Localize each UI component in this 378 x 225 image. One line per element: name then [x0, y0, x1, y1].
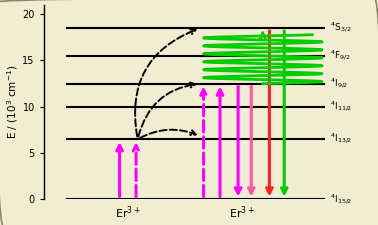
Text: $^4$I$_{13/2}$: $^4$I$_{13/2}$ [330, 132, 353, 146]
Text: $^4$S$_{3/2}$: $^4$S$_{3/2}$ [330, 21, 352, 35]
Text: $^4$I$_{9/2}$: $^4$I$_{9/2}$ [330, 76, 349, 91]
FancyArrowPatch shape [138, 83, 195, 137]
FancyArrowPatch shape [135, 29, 196, 136]
Text: $^4$F$_{9/2}$: $^4$F$_{9/2}$ [330, 49, 351, 63]
Y-axis label: E / (10$^3$ cm$^{-1}$): E / (10$^3$ cm$^{-1}$) [5, 65, 20, 139]
Text: Er$^{3+}$: Er$^{3+}$ [115, 204, 141, 221]
FancyArrowPatch shape [140, 130, 196, 138]
Text: $^4$I$_{15/2}$: $^4$I$_{15/2}$ [330, 192, 353, 207]
Text: $^4$I$_{11/2}$: $^4$I$_{11/2}$ [330, 100, 353, 114]
Text: Er$^{3+}$: Er$^{3+}$ [229, 204, 254, 221]
